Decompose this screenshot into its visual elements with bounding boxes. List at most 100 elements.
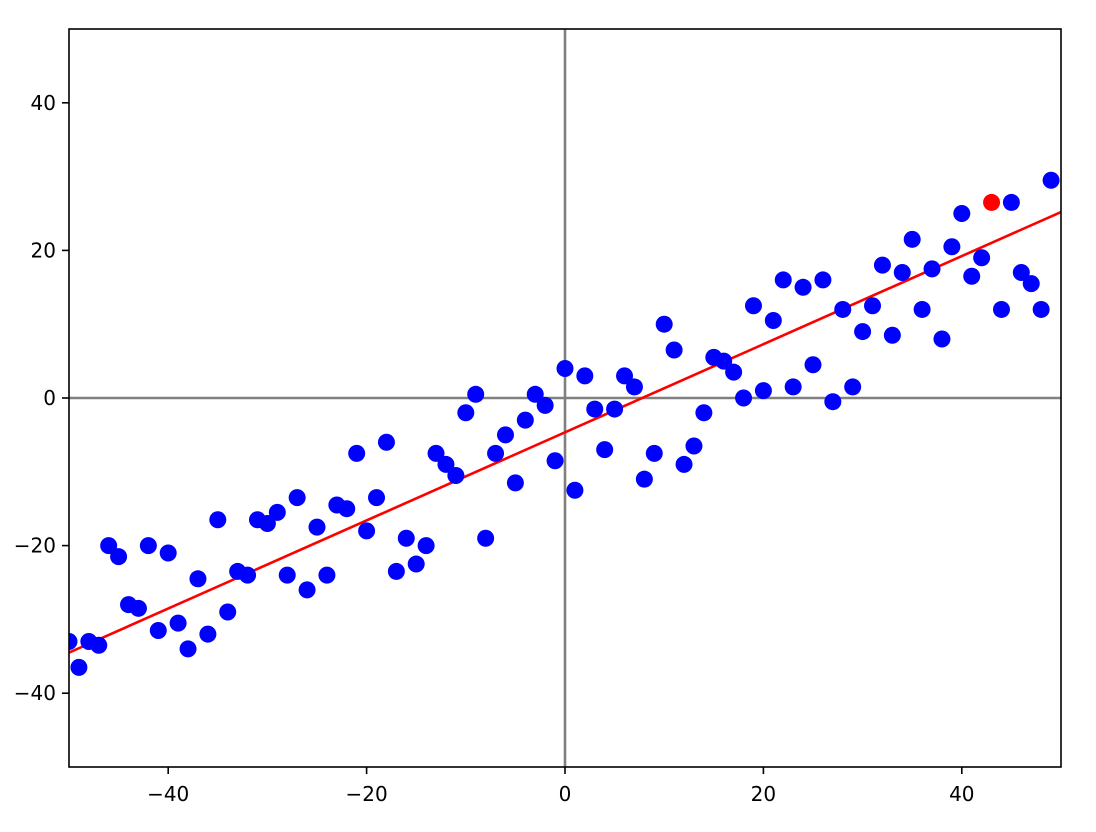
- y-tick-label: −40: [14, 681, 56, 705]
- x-axis-ticks: −40 −20 0 20 40: [147, 767, 975, 806]
- x-tick-label: 40: [949, 782, 974, 806]
- data-point: [546, 452, 564, 470]
- data-point: [576, 367, 594, 385]
- data-point: [477, 529, 495, 547]
- data-point: [110, 548, 128, 566]
- data-point: [526, 385, 544, 403]
- data-point: [655, 315, 673, 333]
- data-point: [586, 400, 604, 418]
- data-point: [873, 256, 891, 274]
- data-point: [1022, 275, 1040, 293]
- data-point: [179, 640, 197, 658]
- data-point: [824, 393, 842, 411]
- x-tick-label: 0: [559, 782, 572, 806]
- data-point: [943, 238, 961, 256]
- data-point: [814, 271, 832, 289]
- data-point: [387, 562, 405, 580]
- x-tick-label: −40: [147, 782, 189, 806]
- data-point: [487, 444, 505, 462]
- reference-lines: [69, 29, 1061, 767]
- data-point: [496, 426, 514, 444]
- data-point: [189, 570, 207, 588]
- data-point: [437, 455, 455, 473]
- data-point: [735, 389, 753, 407]
- data-point: [556, 359, 574, 377]
- data-point: [933, 330, 951, 348]
- data-point: [804, 356, 822, 374]
- data-point: [397, 529, 415, 547]
- data-point: [864, 297, 882, 315]
- data-point: [893, 264, 911, 282]
- data-point: [1002, 193, 1020, 211]
- data-point: [794, 278, 812, 296]
- data-point: [90, 636, 108, 654]
- y-tick-label: −20: [14, 534, 56, 558]
- data-point: [377, 433, 395, 451]
- data-point: [973, 249, 991, 267]
- x-tick-label: 20: [751, 782, 776, 806]
- data-point: [70, 658, 88, 676]
- data-point: [407, 555, 425, 573]
- data-point: [963, 267, 981, 285]
- data-point: [953, 205, 971, 222]
- data-point: [764, 312, 782, 330]
- data-point: [447, 466, 465, 484]
- data-point: [744, 297, 762, 315]
- data-point: [159, 544, 177, 562]
- data-point: [665, 341, 683, 359]
- data-point: [566, 481, 584, 499]
- data-point: [596, 441, 614, 459]
- data-point: [913, 300, 931, 318]
- x-tick-label: −20: [345, 782, 387, 806]
- data-point: [784, 378, 802, 396]
- data-point: [903, 230, 921, 248]
- data-point: [457, 404, 475, 422]
- data-point: [635, 470, 653, 488]
- data-point: [149, 621, 167, 639]
- data-point: [883, 326, 901, 344]
- data-point: [834, 300, 852, 318]
- data-point: [516, 411, 534, 429]
- data-point: [536, 396, 554, 414]
- data-point: [358, 522, 376, 540]
- y-axis-ticks: −40 −20 0 20 40: [14, 91, 69, 705]
- data-point: [992, 300, 1010, 318]
- y-tick-label: 0: [43, 386, 56, 410]
- data-point: [417, 537, 435, 555]
- data-point: [844, 378, 862, 396]
- data-point: [129, 599, 147, 617]
- data-point: [368, 489, 386, 507]
- data-point: [685, 437, 703, 455]
- data-point: [467, 385, 485, 403]
- data-point: [1042, 171, 1060, 189]
- data-point: [100, 537, 118, 555]
- data-point: [506, 474, 524, 492]
- data-point: [1032, 300, 1050, 318]
- data-point: [268, 503, 286, 521]
- data-point: [219, 603, 237, 621]
- data-point: [715, 352, 733, 370]
- data-point: [675, 455, 693, 473]
- data-point: [725, 363, 743, 381]
- data-point: [427, 444, 445, 462]
- data-point: [199, 625, 217, 643]
- highlight-point: [983, 193, 1001, 211]
- data-point: [278, 566, 296, 584]
- data-point: [774, 271, 792, 289]
- y-tick-label: 20: [31, 238, 56, 262]
- data-point: [606, 400, 624, 418]
- data-point: [209, 511, 227, 529]
- data-point: [258, 514, 276, 532]
- data-point: [69, 633, 78, 651]
- data-point: [645, 444, 663, 462]
- data-point: [854, 323, 872, 341]
- data-point: [298, 581, 316, 599]
- data-point: [169, 614, 187, 632]
- data-point: [139, 537, 157, 555]
- data-point: [923, 260, 941, 278]
- data-point: [1012, 264, 1030, 282]
- data-point: [318, 566, 336, 584]
- data-point: [616, 367, 634, 385]
- data-point: [348, 444, 366, 462]
